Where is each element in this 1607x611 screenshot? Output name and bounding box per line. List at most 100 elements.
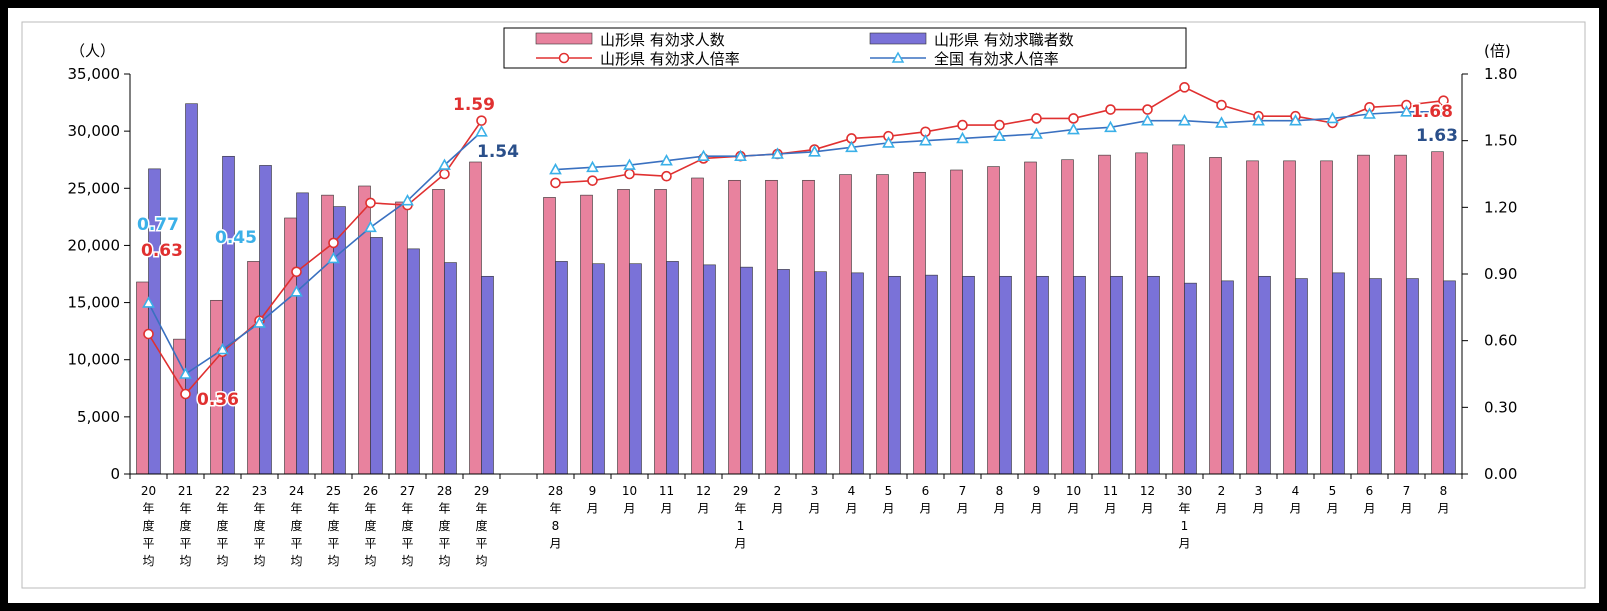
bar-job-openings xyxy=(321,194,334,475)
bar-job-openings xyxy=(987,166,1000,475)
point-national-ratio xyxy=(1030,127,1043,139)
point-yamagata-ratio xyxy=(1105,104,1116,115)
x-category-label: 月 xyxy=(771,502,783,516)
x-category-label: 均 xyxy=(290,554,302,568)
point-national-ratio xyxy=(919,134,932,146)
x-category-label: 年 xyxy=(216,502,228,516)
bar-job-seekers xyxy=(1258,275,1271,475)
x-category-label: 月 xyxy=(993,502,1005,516)
point-national-ratio xyxy=(142,296,155,308)
point-yamagata-ratio xyxy=(143,328,154,340)
point-yamagata-ratio xyxy=(291,266,302,278)
x-category-label: 3 xyxy=(811,484,819,498)
x-category-label: 月 xyxy=(734,537,746,551)
point-national-ratio xyxy=(364,220,377,233)
point-national-ratio xyxy=(623,158,636,170)
x-category-label: 1 xyxy=(1181,519,1189,533)
bar-job-seekers xyxy=(222,155,235,475)
bar-job-openings xyxy=(1172,144,1185,475)
right-tick-label: 0.30 xyxy=(1484,398,1517,416)
category-labels: 20年度平均21年度平均22年度平均23年度平均24年度平均25年度平均26年度… xyxy=(129,474,1463,568)
bar-job-seekers xyxy=(1221,280,1234,475)
left-tick-label: 5,000 xyxy=(77,408,120,426)
point-national-ratio xyxy=(660,154,673,166)
x-category-label: 均 xyxy=(142,554,154,568)
point-national-ratio xyxy=(475,125,488,137)
x-category-label: 度 xyxy=(290,518,302,533)
x-category-label: 月 xyxy=(956,502,968,516)
x-category-label: 30 xyxy=(1177,484,1192,498)
point-national-ratio xyxy=(993,129,1006,142)
point-yamagata-ratio xyxy=(1031,113,1042,124)
data-label: 0.77 xyxy=(137,215,179,235)
point-national-ratio xyxy=(216,342,229,355)
x-category-label: 平 xyxy=(327,537,339,551)
x-category-label: 月 xyxy=(1363,502,1375,516)
left-tick-label: 20,000 xyxy=(68,236,121,254)
x-category-label: 月 xyxy=(1215,502,1227,516)
point-national-ratio xyxy=(845,140,858,153)
point-yamagata-ratio xyxy=(994,119,1005,131)
point-yamagata-ratio xyxy=(439,168,450,180)
bar-job-seekers xyxy=(1332,272,1345,475)
x-category-label: 月 xyxy=(1067,502,1079,516)
data-label: 0.45 xyxy=(215,228,257,248)
x-category-label: 月 xyxy=(586,502,598,516)
series-line-yamagata-ratio xyxy=(147,120,483,396)
x-category-label: 平 xyxy=(142,537,154,551)
x-category-label: 月 xyxy=(1437,502,1449,516)
bar-job-seekers xyxy=(185,103,198,475)
x-category-label: 3 xyxy=(1255,484,1263,498)
point-national-ratio xyxy=(1363,107,1376,119)
x-category-label: 平 xyxy=(401,537,413,551)
point-national-ratio xyxy=(771,147,784,159)
bar-job-seekers xyxy=(296,192,309,475)
x-category-label: 10 xyxy=(622,484,637,498)
bar-job-seekers xyxy=(1184,282,1197,475)
x-category-label: 10 xyxy=(1066,484,1081,498)
x-category-label: 均 xyxy=(216,554,228,568)
x-category-label: 29 xyxy=(733,484,748,498)
x-category-label: 6 xyxy=(922,484,930,498)
bar-job-openings xyxy=(691,177,704,475)
point-national-ratio xyxy=(327,251,340,264)
x-category-label: 年 xyxy=(438,502,450,516)
bar-job-seekers xyxy=(1369,278,1382,475)
legend: 山形県 有効求人数 山形県 有効求職者数 山形県 有効求人倍率 全国 有効求人倍… xyxy=(503,27,1187,69)
x-category-label: 5 xyxy=(1329,484,1337,498)
x-category-label: 27 xyxy=(400,484,415,498)
x-category-label: 9 xyxy=(589,484,597,498)
x-category-label: 年 xyxy=(179,502,191,516)
x-category-label: 月 xyxy=(1178,537,1190,551)
x-category-label: 26 xyxy=(363,484,378,498)
bar-job-openings xyxy=(1246,160,1259,475)
x-category-label: 5 xyxy=(885,484,893,498)
point-yamagata-ratio xyxy=(1142,104,1153,115)
x-category-label: 月 xyxy=(1030,502,1042,516)
legend-label-job-openings: 山形県 有効求人数 xyxy=(600,31,725,49)
bar-job-seekers xyxy=(666,261,679,475)
x-category-label: 12 xyxy=(1140,484,1155,498)
bar-job-openings xyxy=(913,171,926,475)
x-category-label: 月 xyxy=(919,502,931,516)
x-category-label: 23 xyxy=(252,484,267,498)
x-category-label: 4 xyxy=(848,484,856,498)
point-national-ratio xyxy=(1252,114,1265,126)
point-yamagata-ratio xyxy=(587,175,598,186)
bar-job-seekers xyxy=(1073,275,1086,475)
x-category-label: 11 xyxy=(659,484,674,498)
bar-job-openings xyxy=(876,174,889,475)
bar-job-openings xyxy=(1061,159,1074,475)
x-category-label: 8 xyxy=(1440,484,1448,498)
x-category-label: 平 xyxy=(216,537,228,551)
bar-job-openings xyxy=(543,197,556,475)
right-tick-label: 0.90 xyxy=(1484,265,1517,283)
x-category-label: 度 xyxy=(475,518,487,533)
point-yamagata-ratio xyxy=(476,115,487,126)
x-category-label: 度 xyxy=(216,518,228,533)
data-label: 0.36 xyxy=(197,390,239,410)
point-national-ratio xyxy=(1178,114,1191,126)
point-national-ratio xyxy=(1400,105,1413,117)
x-category-label: 月 xyxy=(660,502,672,516)
left-tick-label: 0 xyxy=(110,465,120,483)
